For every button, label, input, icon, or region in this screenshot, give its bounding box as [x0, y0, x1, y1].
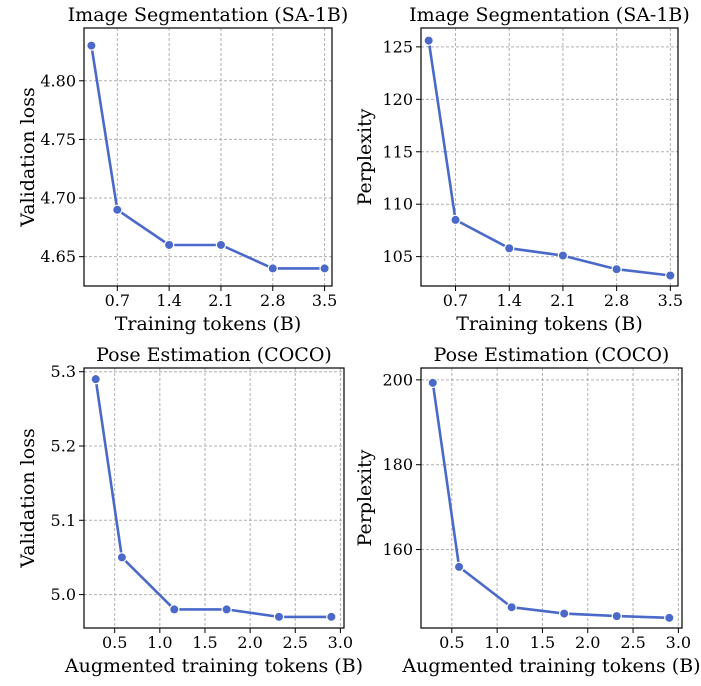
data-point	[116, 552, 128, 563]
x-tick-label: 1.0	[484, 633, 509, 652]
x-tick-label: 3.5	[312, 291, 337, 310]
data-point	[215, 239, 227, 251]
x-axis-label: Augmented training tokens (B)	[64, 655, 363, 677]
plot-frame	[83, 27, 333, 287]
x-tick-label: 2.8	[604, 291, 629, 310]
y-tick-label: 180	[382, 455, 413, 474]
chart-title: Pose Estimation (COCO)	[434, 344, 670, 366]
y-axis-label: Perplexity	[354, 449, 376, 546]
series-line	[90, 45, 325, 270]
data-point	[665, 270, 676, 281]
data-point	[611, 264, 622, 275]
data-point	[427, 377, 438, 389]
y-tick-label: 4.80	[40, 71, 76, 90]
y-tick-label: 4.70	[40, 189, 76, 208]
plot-frame	[420, 367, 683, 629]
y-tick-label: 110	[382, 195, 413, 214]
data-point	[273, 611, 285, 623]
series-line	[427, 40, 671, 277]
chart-title: Pose Estimation (COCO)	[96, 344, 332, 366]
x-tick-label: 2.8	[260, 291, 285, 310]
y-axis-label: Perplexity	[354, 108, 376, 205]
x-tick-label: 3.0	[666, 633, 691, 652]
chart-panel-2: 0.7 1.4 2.1 2.8 3.5 105 110 115 120 125 Image Segm…	[354, 4, 690, 335]
x-axis-label: Augmented training tokens (B)	[401, 655, 700, 677]
x-axis-label: Training tokens (B)	[115, 313, 302, 335]
y-tick-label: 120	[382, 90, 413, 109]
data-point	[504, 243, 515, 254]
data-point	[326, 611, 337, 623]
x-tick-label: 3.5	[658, 291, 683, 310]
chart-title: Image Segmentation (SA-1B)	[409, 4, 690, 26]
data-point	[664, 612, 675, 624]
data-point	[267, 263, 278, 274]
x-tick-label: 0.7	[443, 291, 468, 310]
data-point	[221, 604, 232, 615]
data-point	[611, 610, 622, 622]
x-tick-label: 2.5	[620, 633, 645, 652]
x-tick-label: 0.7	[105, 291, 130, 310]
x-tick-label: 1.5	[530, 633, 555, 652]
x-tick-label: 0.5	[102, 633, 127, 652]
x-tick-label: 3.0	[328, 633, 353, 652]
data-point	[319, 263, 330, 274]
x-tick-label: 1.4	[156, 291, 181, 310]
y-tick-label: 160	[382, 540, 413, 559]
data-point	[90, 373, 101, 385]
y-tick-label: 5.1	[51, 511, 76, 530]
data-point	[506, 602, 517, 613]
series-line	[94, 378, 332, 619]
data-point	[169, 604, 180, 615]
data-point	[450, 214, 461, 226]
x-tick-label: 0.5	[439, 633, 464, 652]
data-point	[453, 561, 465, 573]
chart-panel-4: 0.5 1.0 1.5 2.0 2.5 3.0 160 180 200 Pose Estimati…	[354, 344, 701, 677]
y-tick-label: 5.0	[51, 585, 76, 604]
plot-frame	[83, 367, 345, 629]
data-point	[423, 35, 434, 46]
y-tick-label: 105	[382, 247, 413, 266]
y-tick-label: 4.65	[40, 247, 76, 266]
data-point	[112, 204, 123, 215]
chart-title: Image Segmentation (SA-1B)	[68, 4, 349, 26]
y-tick-label: 5.3	[51, 362, 76, 381]
data-point	[163, 239, 175, 251]
y-tick-label: 5.2	[51, 437, 76, 456]
x-tick-label: 2.1	[550, 291, 575, 310]
chart-panel-1: 0.7 1.4 2.1 2.8 3.5 4.65 4.70 4.75 4.80 Image Seg…	[17, 4, 348, 335]
y-axis-label: Validation loss	[17, 87, 39, 227]
x-axis-label: Training tokens (B)	[456, 313, 643, 335]
series-line	[431, 382, 670, 620]
x-tick-label: 2.0	[237, 633, 262, 652]
plot-frame	[420, 27, 679, 287]
y-axis-label: Validation loss	[17, 428, 39, 568]
x-tick-label: 1.5	[192, 633, 217, 652]
x-tick-label: 2.1	[208, 291, 233, 310]
x-tick-label: 1.4	[496, 291, 521, 310]
y-tick-label: 4.75	[40, 130, 76, 149]
x-tick-label: 2.0	[575, 633, 600, 652]
x-tick-label: 2.5	[283, 633, 308, 652]
y-tick-label: 115	[382, 142, 413, 161]
y-tick-label: 125	[382, 37, 413, 56]
data-point	[557, 250, 569, 261]
y-tick-label: 200	[382, 370, 413, 389]
data-point	[86, 40, 97, 51]
x-tick-label: 1.0	[147, 633, 172, 652]
data-point	[558, 608, 570, 619]
chart-panel-3: 0.5 1.0 1.5 2.0 2.5 3.0 5.0 5.1 5.2 5.3 Pose Estim…	[17, 344, 363, 677]
